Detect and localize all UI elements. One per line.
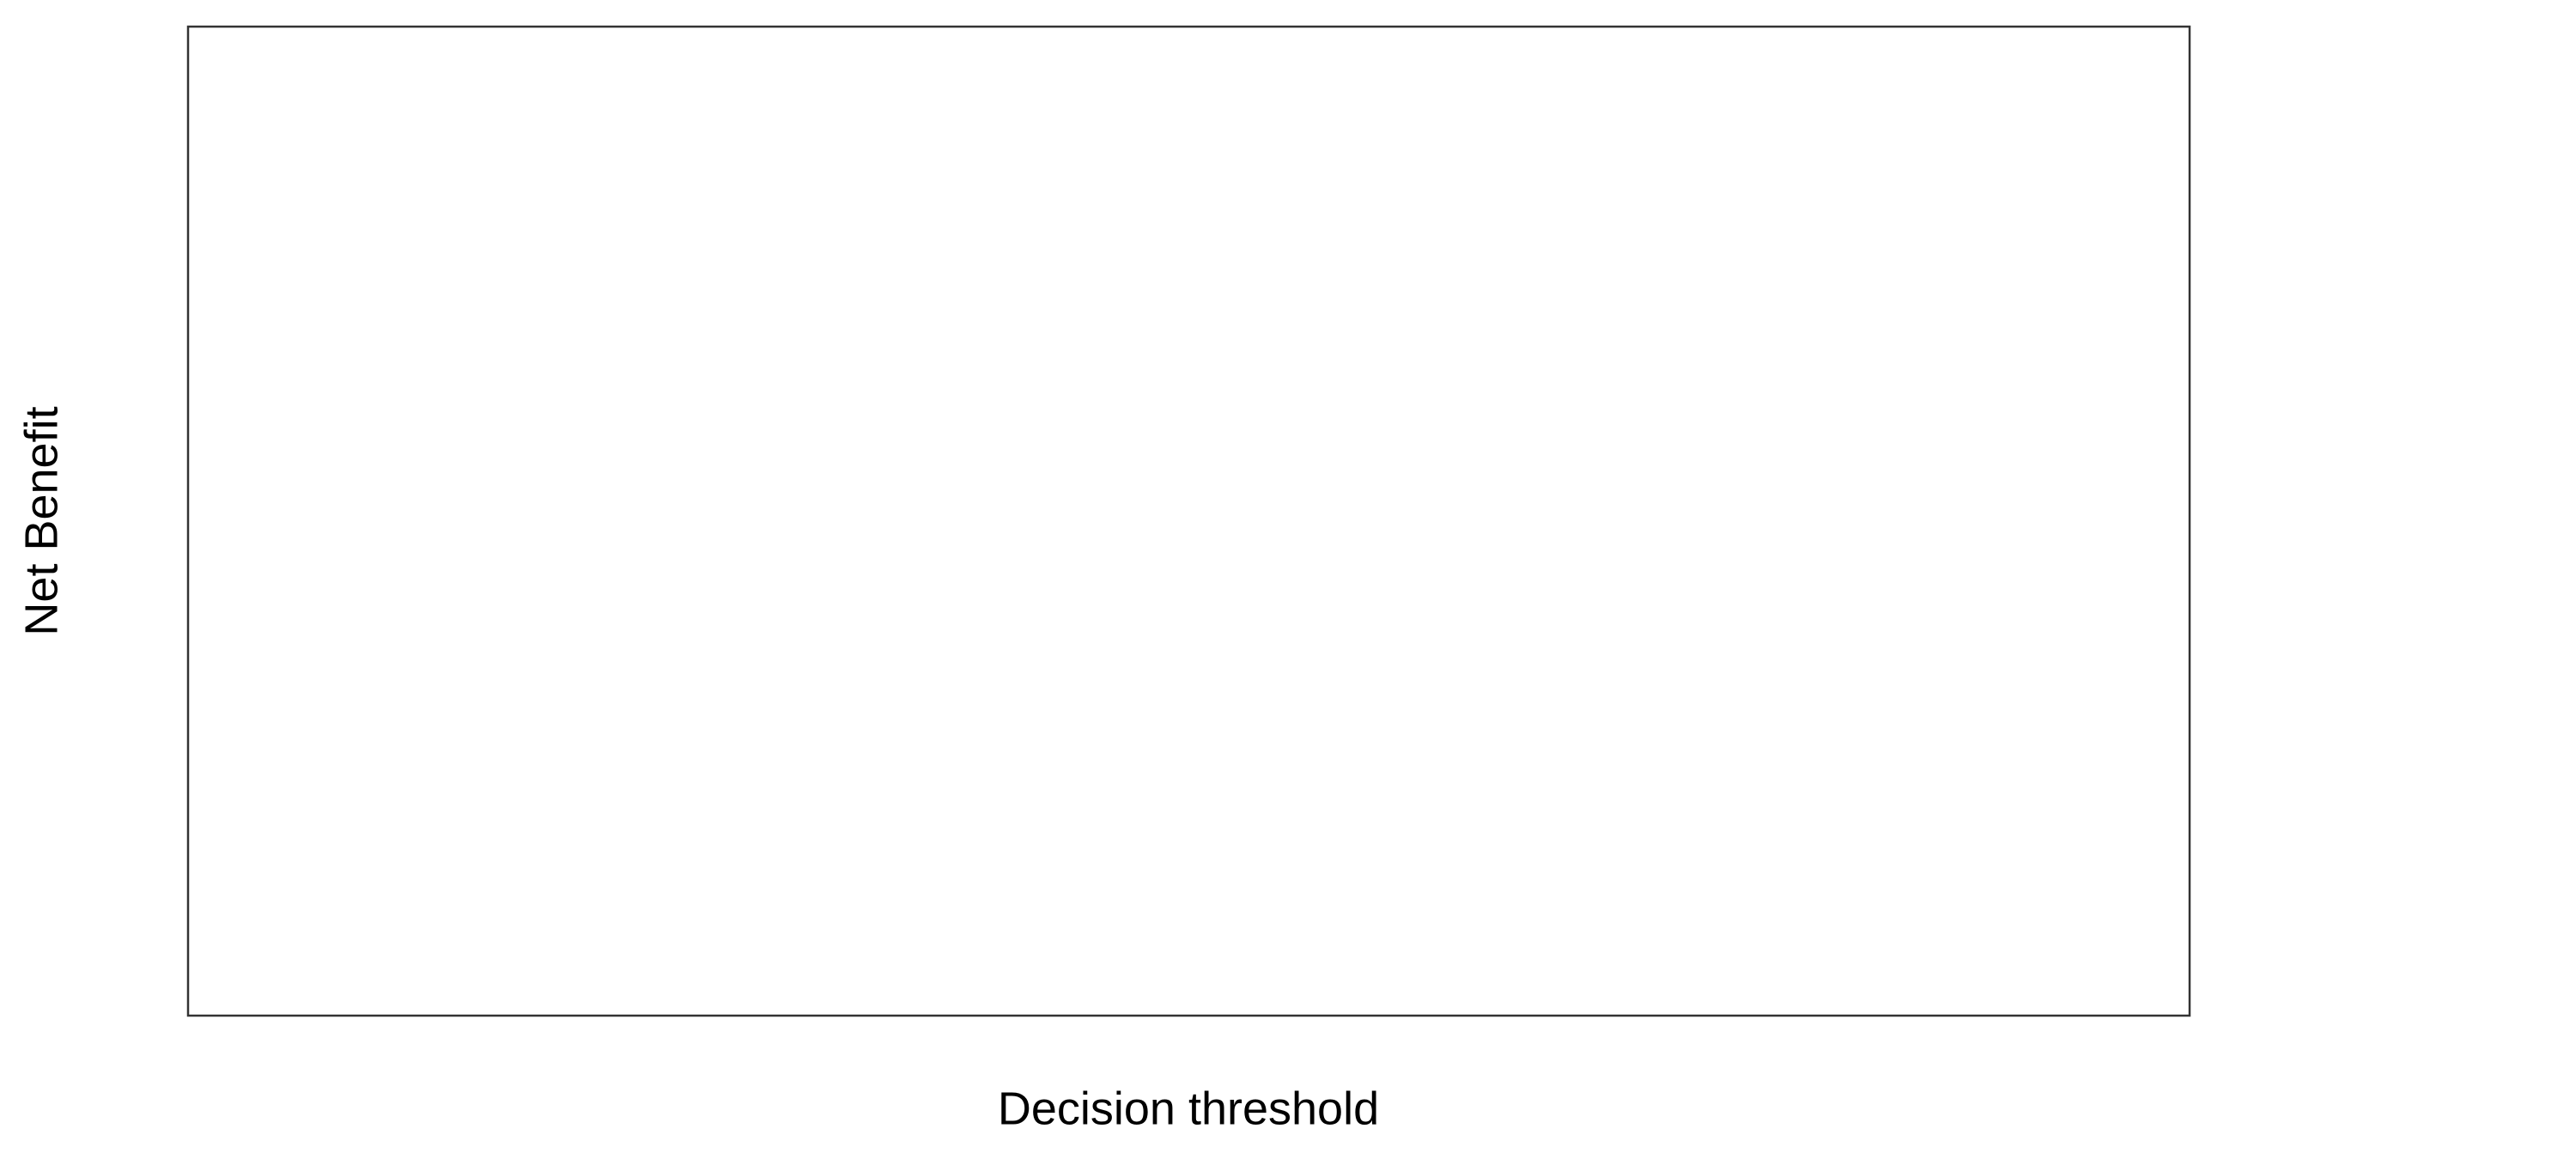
- y-axis-title: Net Benefit: [15, 406, 67, 635]
- plot-background: [188, 27, 2190, 1016]
- plot-border: [186, 25, 2191, 1017]
- x-axis-title: Decision threshold: [998, 1083, 1379, 1134]
